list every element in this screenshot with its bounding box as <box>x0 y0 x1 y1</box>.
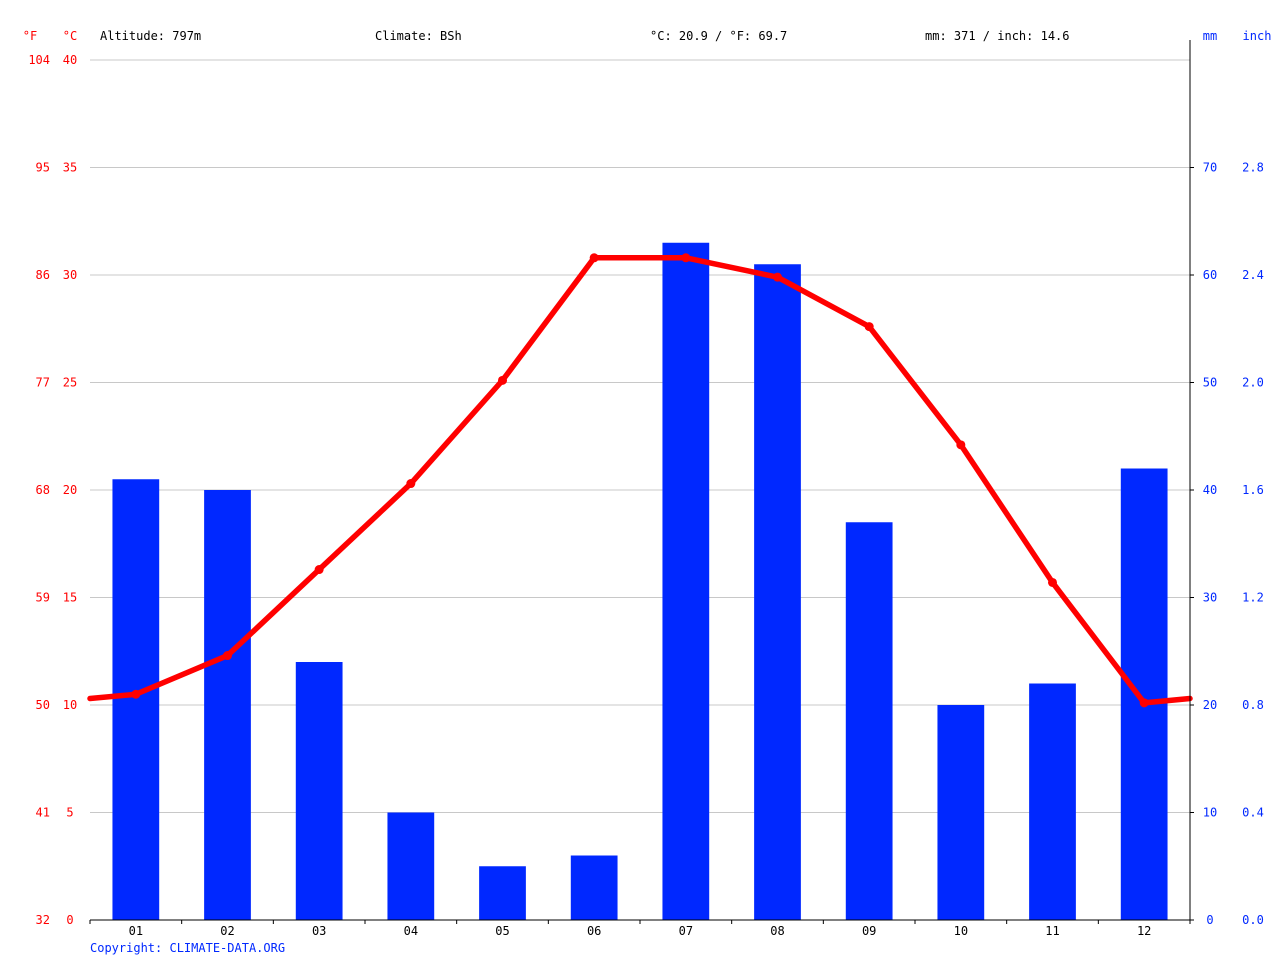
celsius-tick-label: 15 <box>63 591 77 605</box>
month-label: 07 <box>679 924 693 938</box>
copyright-text: Copyright: CLIMATE-DATA.ORG <box>90 941 285 955</box>
temperature-point <box>1048 577 1057 587</box>
precipitation-bar <box>662 242 710 920</box>
celsius-tick-label: 30 <box>63 268 77 282</box>
fahrenheit-tick-label: 68 <box>36 483 50 497</box>
mm-tick-label: 0 <box>1206 913 1213 927</box>
temperature-line <box>87 255 1193 706</box>
celsius-tick-label: 10 <box>63 698 77 712</box>
temperature-point <box>223 651 232 661</box>
month-label: 01 <box>129 924 143 938</box>
month-label: 09 <box>862 924 876 938</box>
celsius-tick-label: 20 <box>63 483 77 497</box>
temperature-point <box>681 253 691 263</box>
month-label: 12 <box>1137 924 1151 938</box>
inch-tick-label: 0.0 <box>1242 913 1264 927</box>
average-temperature-label: °C: 20.9 / °F: 69.7 <box>650 29 787 43</box>
mm-tick-label: 30 <box>1203 591 1217 605</box>
fahrenheit-tick-label: 50 <box>36 698 50 712</box>
tick-labels: 3241505968778695104051015202530354001020… <box>28 53 1264 938</box>
month-label: 08 <box>770 924 784 938</box>
fahrenheit-tick-label: 86 <box>36 268 50 282</box>
precipitation-bar <box>204 490 251 920</box>
mm-tick-label: 40 <box>1203 483 1217 497</box>
axes <box>89 40 1194 924</box>
precipitation-bar <box>845 522 893 920</box>
celsius-tick-label: 40 <box>63 53 77 67</box>
temperature-point <box>589 253 599 263</box>
fahrenheit-tick-label: 95 <box>36 161 50 175</box>
month-label: 02 <box>220 924 234 938</box>
precipitation-bar <box>387 812 435 920</box>
fahrenheit-tick-label: 77 <box>36 376 50 390</box>
fahrenheit-tick-label: 41 <box>36 806 50 820</box>
climate-label: Climate: BSh <box>375 29 462 43</box>
fahrenheit-tick-label: 104 <box>28 53 50 67</box>
inch-tick-label: 1.6 <box>1242 483 1264 497</box>
temperature-point <box>864 322 874 332</box>
inch-tick-label: 2.4 <box>1242 268 1264 282</box>
fahrenheit-tick-label: 59 <box>36 591 50 605</box>
precipitation-bar <box>295 662 343 920</box>
inch-tick-label: 0.8 <box>1242 698 1264 712</box>
inch-tick-label: 2.0 <box>1242 376 1264 390</box>
month-label: 05 <box>495 924 509 938</box>
temperature-point <box>314 565 324 575</box>
mm-tick-label: 60 <box>1203 268 1217 282</box>
temperature-point <box>406 479 416 489</box>
month-label: 04 <box>404 924 418 938</box>
precipitation-bar <box>937 705 985 920</box>
altitude-label: Altitude: 797m <box>100 29 201 43</box>
temperature-line-group <box>87 253 1193 708</box>
month-label: 11 <box>1045 924 1059 938</box>
precipitation-bar <box>754 264 801 920</box>
inch-tick-label: 2.8 <box>1242 161 1264 175</box>
celsius-tick-label: 35 <box>63 161 77 175</box>
precipitation-bars <box>112 242 1168 920</box>
precipitation-bar <box>112 479 160 920</box>
temperature-point <box>1139 698 1149 708</box>
month-label: 06 <box>587 924 601 938</box>
fahrenheit-unit-label: °F <box>23 29 37 43</box>
temperature-point <box>773 272 782 282</box>
celsius-tick-label: 5 <box>66 806 73 820</box>
precipitation-bar <box>479 866 526 920</box>
inch-tick-label: 1.2 <box>1242 591 1264 605</box>
temperature-point <box>498 375 507 385</box>
precipitation-bar <box>1029 683 1076 920</box>
mm-tick-label: 20 <box>1203 698 1217 712</box>
inch-unit-label: inch <box>1243 29 1272 43</box>
celsius-tick-label: 0 <box>66 913 73 927</box>
celsius-tick-label: 25 <box>63 376 77 390</box>
mm-tick-label: 70 <box>1203 161 1217 175</box>
mm-tick-label: 50 <box>1203 376 1217 390</box>
inch-tick-label: 0.4 <box>1242 806 1264 820</box>
grid-lines <box>90 59 1190 921</box>
fahrenheit-tick-label: 32 <box>36 913 50 927</box>
temperature-point <box>131 689 141 699</box>
month-label: 10 <box>954 924 968 938</box>
temperature-point <box>956 440 966 450</box>
mm-unit-label: mm <box>1203 29 1217 43</box>
precipitation-bar <box>570 855 618 920</box>
precipitation-bar <box>1120 468 1168 920</box>
mm-tick-label: 10 <box>1203 806 1217 820</box>
month-label: 03 <box>312 924 326 938</box>
precipitation-total-label: mm: 371 / inch: 14.6 <box>925 29 1070 43</box>
celsius-unit-label: °C <box>63 29 77 43</box>
